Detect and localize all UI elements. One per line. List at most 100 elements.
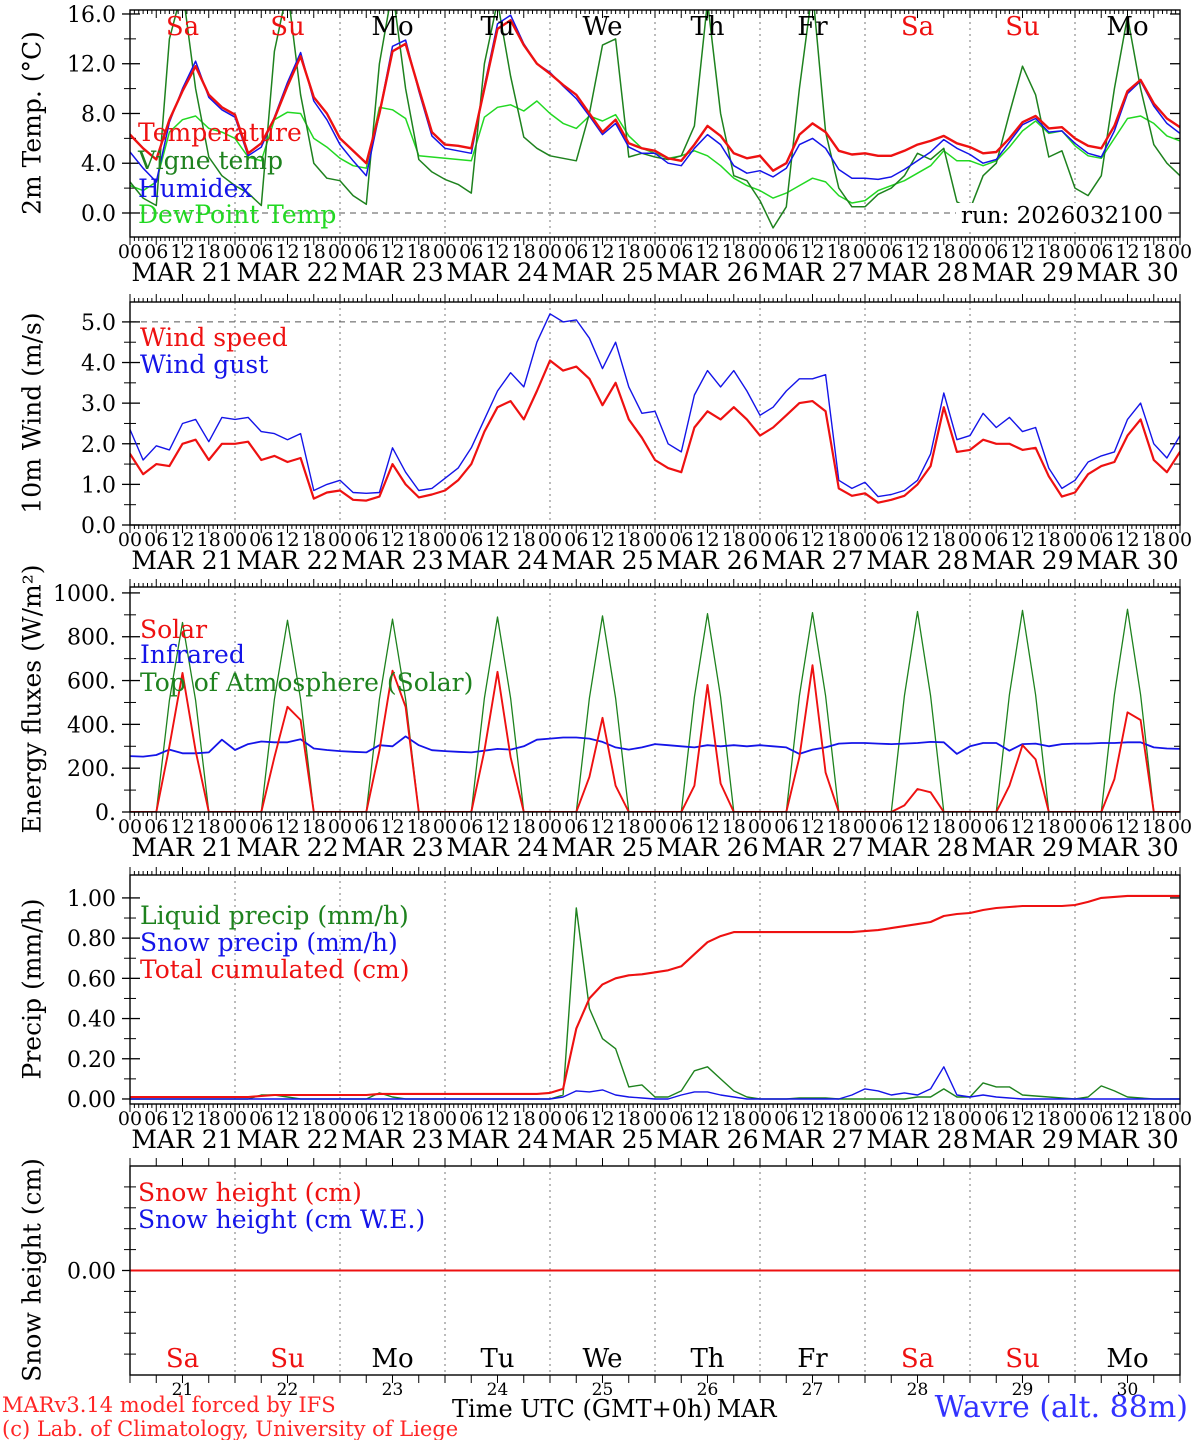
y-tick-label: 400. xyxy=(67,713,116,738)
day-number-label: 29 xyxy=(1012,1380,1034,1400)
y-tick-label: 0.60 xyxy=(67,967,116,992)
weekday-label-bottom: Tu xyxy=(480,1344,514,1374)
hour-tick-label: 12 xyxy=(905,816,929,838)
hour-tick-label: 18 xyxy=(1142,529,1166,551)
hour-tick-label: 18 xyxy=(512,816,536,838)
date-label: MAR 21 xyxy=(131,258,233,287)
hour-tick-label: 18 xyxy=(302,241,326,263)
panel-temp: 0.04.08.012.016.000 06 12 18 00 06 12 18 00 06 12 1… xyxy=(67,3,1192,287)
hour-tick-label: 18 xyxy=(722,241,746,263)
hour-tick-label: 12 xyxy=(800,1108,824,1130)
hour-tick-label: 12 xyxy=(800,529,824,551)
date-label: MAR 30 xyxy=(1076,1125,1178,1154)
hour-tick-label: 12 xyxy=(905,1108,929,1130)
hour-tick-label: 06 xyxy=(354,529,378,551)
hour-tick-label: 06 xyxy=(144,529,168,551)
legend-snow-height: Snow height (cm) xyxy=(138,1178,362,1207)
y-tick-label: 4.0 xyxy=(81,152,116,177)
hour-tick-label: 12 xyxy=(800,816,824,838)
y-tick-label: 0.20 xyxy=(67,1048,116,1073)
date-label: MAR 25 xyxy=(551,258,653,287)
weekday-label-top: Mo xyxy=(371,12,413,42)
date-label: MAR 25 xyxy=(551,546,653,575)
hour-tick-label: 12 xyxy=(905,241,929,263)
legend-wind-speed: Wind speed xyxy=(140,323,288,352)
hour-tick-label: 18 xyxy=(512,1108,536,1130)
weekday-label-top: We xyxy=(583,12,623,42)
date-label: MAR 27 xyxy=(761,833,863,862)
hour-tick-label: 12 xyxy=(485,529,509,551)
hour-tick-label: 12 xyxy=(170,529,194,551)
hour-tick-label: 06 xyxy=(144,816,168,838)
hour-tick-label: 18 xyxy=(617,1108,641,1130)
hour-tick-label: 12 xyxy=(590,1108,614,1130)
hour-tick-label: 12 xyxy=(170,1108,194,1130)
hour-tick-label: 00 xyxy=(748,816,772,838)
month-label: MAR xyxy=(716,1395,777,1423)
hour-tick-label: 12 xyxy=(1010,1108,1034,1130)
panel-snow: 0.00 Sa 21 Su 22 Mo 23 Tu 24 We 25 Th 26 Fr 27 Sa 28 Su 29… xyxy=(67,1158,1181,1400)
hour-tick-label: 18 xyxy=(722,816,746,838)
y-tick-label: 0. xyxy=(95,801,116,826)
hour-tick-label: 12 xyxy=(275,529,299,551)
weekday-label-bottom: Th xyxy=(690,1344,724,1374)
day-number-label: 24 xyxy=(487,1380,509,1400)
hour-tick-label: 12 xyxy=(590,529,614,551)
hour-tick-label: 06 xyxy=(144,241,168,263)
hour-tick-label: 18 xyxy=(302,529,326,551)
panel-frame xyxy=(129,874,1181,1105)
hour-tick-label: 06 xyxy=(774,241,798,263)
hour-tick-label: 00 xyxy=(748,529,772,551)
hour-tick-label: 18 xyxy=(932,241,956,263)
legend-humidex: Humidex xyxy=(138,174,253,203)
ylabel-wind: 10m Wind (m/s) xyxy=(17,312,47,514)
day-number-label: 21 xyxy=(172,1380,194,1400)
hour-tick-label: 06 xyxy=(984,816,1008,838)
hour-tick-label: 12 xyxy=(1115,241,1139,263)
hour-tick-label: 18 xyxy=(197,1108,221,1130)
hour-tick-label: 00 xyxy=(853,241,877,263)
hour-tick-label: 06 xyxy=(879,816,903,838)
hour-tick-label: 12 xyxy=(1115,1108,1139,1130)
date-label: MAR 25 xyxy=(551,833,653,862)
panel-frame xyxy=(129,1165,1181,1376)
y-tick-label: 16.0 xyxy=(67,3,116,28)
date-label: MAR 26 xyxy=(656,546,758,575)
hour-tick-label: 18 xyxy=(1142,241,1166,263)
series-snow-precip-line xyxy=(130,1066,1180,1100)
hour-tick-label: 00 xyxy=(538,816,562,838)
hour-tick-label: 18 xyxy=(1142,816,1166,838)
hour-tick-label: 00 xyxy=(433,529,457,551)
day-number-label: 25 xyxy=(592,1380,614,1400)
y-tick-label: 8.0 xyxy=(81,102,116,127)
run-label: run: 2026032100 xyxy=(955,203,1168,229)
hour-tick-label: 18 xyxy=(722,1108,746,1130)
date-label: MAR 25 xyxy=(551,1125,653,1154)
panel-frame xyxy=(129,9,1181,238)
hour-tick-label: 00 xyxy=(643,529,667,551)
hour-tick-label: 06 xyxy=(984,529,1008,551)
hour-tick-label: 06 xyxy=(1089,816,1113,838)
hour-tick-label: 12 xyxy=(275,241,299,263)
series-solar-line xyxy=(130,664,1180,812)
day-number-label: 27 xyxy=(802,1380,824,1400)
hour-tick-label: 06 xyxy=(354,241,378,263)
series-wind-gust-line xyxy=(130,313,1180,498)
hour-tick-label: 06 xyxy=(984,1108,1008,1130)
hour-tick-label: 06 xyxy=(879,241,903,263)
date-label: MAR 26 xyxy=(656,833,758,862)
date-label: MAR 24 xyxy=(446,833,548,862)
hour-tick-label: 06 xyxy=(564,529,588,551)
hour-tick-label: 06 xyxy=(144,1108,168,1130)
day-number-label: 26 xyxy=(697,1380,719,1400)
day-number-label: 28 xyxy=(907,1380,929,1400)
hour-tick-label: 18 xyxy=(407,816,431,838)
hour-tick-label: 00 xyxy=(118,816,142,838)
hour-tick-label: 12 xyxy=(275,816,299,838)
hour-tick-label: 12 xyxy=(485,241,509,263)
hour-tick-label: 00 xyxy=(1168,1108,1192,1130)
date-label: MAR 22 xyxy=(236,1125,338,1154)
legend-temperature: Temperature xyxy=(138,118,302,147)
hour-tick-label: 18 xyxy=(197,529,221,551)
